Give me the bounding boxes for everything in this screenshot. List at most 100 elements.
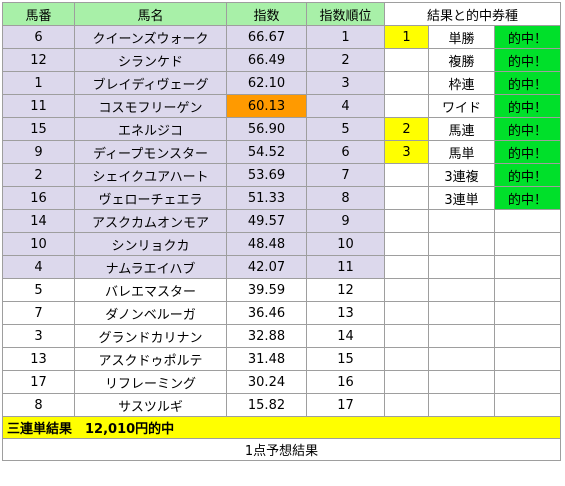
index-cell: 60.13 <box>226 94 307 118</box>
header-results: 結果と的中券種 <box>384 2 561 26</box>
empty-cell <box>384 255 429 279</box>
result-place-cell <box>384 163 429 187</box>
rank-cell: 5 <box>306 117 385 141</box>
rank-cell: 13 <box>306 301 385 325</box>
index-cell: 42.07 <box>226 255 307 279</box>
rank-cell: 8 <box>306 186 385 210</box>
bet-type-cell: 複勝 <box>428 48 495 72</box>
horse-no-cell: 4 <box>2 255 75 279</box>
header-rank: 指数順位 <box>306 2 385 26</box>
rank-cell: 1 <box>306 25 385 49</box>
empty-cell <box>384 232 429 256</box>
hit-cell: 的中！ <box>494 71 561 95</box>
empty-cell <box>428 393 495 417</box>
horse-name-cell: シランケド <box>74 48 227 72</box>
horse-no-cell: 2 <box>2 163 75 187</box>
empty-cell <box>428 347 495 371</box>
horse-no-cell: 1 <box>2 71 75 95</box>
index-cell: 54.52 <box>226 140 307 164</box>
empty-cell <box>428 370 495 394</box>
rank-cell: 16 <box>306 370 385 394</box>
index-cell: 15.82 <box>226 393 307 417</box>
table-row: 7 ダノンベルーガ 36.46 13 <box>2 301 561 325</box>
empty-cell <box>428 301 495 325</box>
index-cell: 56.90 <box>226 117 307 141</box>
horse-name-cell: サスツルギ <box>74 393 227 417</box>
horse-name-cell: ディープモンスター <box>74 140 227 164</box>
rank-cell: 17 <box>306 393 385 417</box>
horse-name-cell: リフレーミング <box>74 370 227 394</box>
bet-type-cell: 馬単 <box>428 140 495 164</box>
bet-type-cell: 枠連 <box>428 71 495 95</box>
footer-label: 1点予想結果 <box>2 438 561 461</box>
table-row: 8 サスツルギ 15.82 17 <box>2 393 561 417</box>
index-cell: 51.33 <box>226 186 307 210</box>
table-row: 6 クイーンズウォーク 66.67 1 1 単勝 的中！ <box>2 25 561 49</box>
index-cell: 66.49 <box>226 48 307 72</box>
empty-cell <box>428 232 495 256</box>
hit-cell: 的中！ <box>494 48 561 72</box>
horse-no-cell: 13 <box>2 347 75 371</box>
horse-no-cell: 16 <box>2 186 75 210</box>
horse-no-cell: 11 <box>2 94 75 118</box>
bet-type-cell: 3連複 <box>428 163 495 187</box>
hit-cell: 的中！ <box>494 186 561 210</box>
summary-row: 三連単結果 12,010円的中 <box>2 416 561 439</box>
rank-cell: 9 <box>306 209 385 233</box>
horse-no-cell: 8 <box>2 393 75 417</box>
horse-name-cell: ヴェローチェエラ <box>74 186 227 210</box>
index-cell: 31.48 <box>226 347 307 371</box>
horse-name-cell: ナムラエイハブ <box>74 255 227 279</box>
table-row: 3 グランドカリナン 32.88 14 <box>2 324 561 348</box>
header-row: 馬番 馬名 指数 指数順位 結果と的中券種 <box>2 2 561 26</box>
result-place-cell <box>384 48 429 72</box>
table-row: 4 ナムラエイハブ 42.07 11 <box>2 255 561 279</box>
empty-cell <box>384 347 429 371</box>
empty-cell <box>494 255 561 279</box>
rank-cell: 2 <box>306 48 385 72</box>
result-place-cell: 3 <box>384 140 429 164</box>
hit-cell: 的中！ <box>494 94 561 118</box>
hit-cell: 的中！ <box>494 25 561 49</box>
empty-cell <box>384 278 429 302</box>
horse-name-cell: アスクカムオンモア <box>74 209 227 233</box>
horse-name-cell: シンリョクカ <box>74 232 227 256</box>
rank-cell: 10 <box>306 232 385 256</box>
index-cell: 62.10 <box>226 71 307 95</box>
table-body: 6 クイーンズウォーク 66.67 1 1 単勝 的中！ 12 シランケド 66.49 2 複勝 的中！… <box>2 25 561 417</box>
index-cell: 39.59 <box>226 278 307 302</box>
horse-name-cell: ダノンベルーガ <box>74 301 227 325</box>
trifecta-summary: 三連単結果 12,010円的中 <box>2 416 561 439</box>
rank-cell: 11 <box>306 255 385 279</box>
horse-no-cell: 15 <box>2 117 75 141</box>
rank-cell: 3 <box>306 71 385 95</box>
table-row: 5 バレエマスター 39.59 12 <box>2 278 561 302</box>
rank-cell: 6 <box>306 140 385 164</box>
table-row: 10 シンリョクカ 48.48 10 <box>2 232 561 256</box>
table-row: 2 シェイクユアハート 53.69 7 3連複 的中！ <box>2 163 561 187</box>
table-row: 12 シランケド 66.49 2 複勝 的中！ <box>2 48 561 72</box>
horse-name-cell: グランドカリナン <box>74 324 227 348</box>
horse-no-cell: 12 <box>2 48 75 72</box>
table-row: 1 ブレイディヴェーグ 62.10 3 枠連 的中！ <box>2 71 561 95</box>
header-index: 指数 <box>226 2 307 26</box>
table-row: 14 アスクカムオンモア 49.57 9 <box>2 209 561 233</box>
empty-cell <box>384 301 429 325</box>
index-cell: 49.57 <box>226 209 307 233</box>
horse-name-cell: エネルジコ <box>74 117 227 141</box>
empty-cell <box>428 255 495 279</box>
result-place-cell <box>384 94 429 118</box>
header-horse-no: 馬番 <box>2 2 75 26</box>
horse-name-cell: クイーンズウォーク <box>74 25 227 49</box>
bet-type-cell: 馬連 <box>428 117 495 141</box>
table-row: 15 エネルジコ 56.90 5 2 馬連 的中！ <box>2 117 561 141</box>
index-cell: 66.67 <box>226 25 307 49</box>
empty-cell <box>384 324 429 348</box>
result-place-cell: 2 <box>384 117 429 141</box>
table-row: 11 コスモフリーゲン 60.13 4 ワイド 的中！ <box>2 94 561 118</box>
empty-cell <box>494 393 561 417</box>
index-cell: 53.69 <box>226 163 307 187</box>
rank-cell: 7 <box>306 163 385 187</box>
empty-cell <box>428 324 495 348</box>
horse-no-cell: 6 <box>2 25 75 49</box>
